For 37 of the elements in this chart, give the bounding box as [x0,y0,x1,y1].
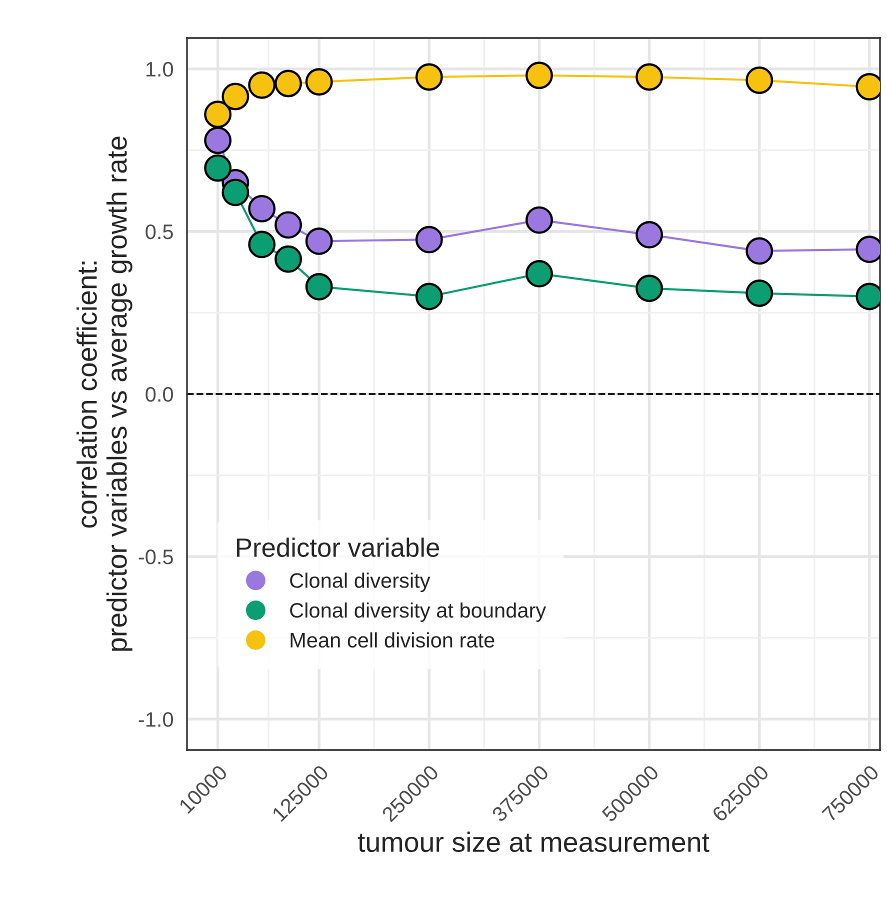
y-tick-label: 0.0 [146,387,173,402]
point [746,237,774,265]
point [274,245,302,273]
point [526,260,553,288]
point [636,220,664,248]
point [305,68,333,96]
point [248,194,276,222]
point [305,227,333,255]
point [204,154,232,182]
point [305,272,333,300]
point [415,226,443,254]
legend-label: Clonal diversity [290,572,430,592]
point [274,211,302,239]
legend-label: Clonal diversity at boundary [290,602,546,622]
x-axis-title: tumour size at measurement [358,832,710,852]
point [636,274,664,302]
point [248,71,276,99]
y-tick-label: -1.0 [138,712,173,727]
y-tick-label: 1.0 [146,62,173,77]
point [526,62,553,90]
y-tick-label: -0.5 [138,550,173,564]
point [746,279,774,307]
point [204,100,232,128]
point [204,126,232,154]
point [222,82,250,110]
point [274,70,302,98]
point [415,63,443,91]
y-axis-title: correlation coefficient: predictor variables vs average growth rate [76,136,132,651]
legend-title: Predictor variable [237,538,440,557]
y-tick-label: 0.5 [146,224,173,240]
legend-label: Mean cell division rate [290,632,494,648]
point [222,178,250,206]
point [415,282,443,310]
point [248,230,276,258]
point [746,66,774,94]
point [636,63,664,91]
point [526,206,553,234]
